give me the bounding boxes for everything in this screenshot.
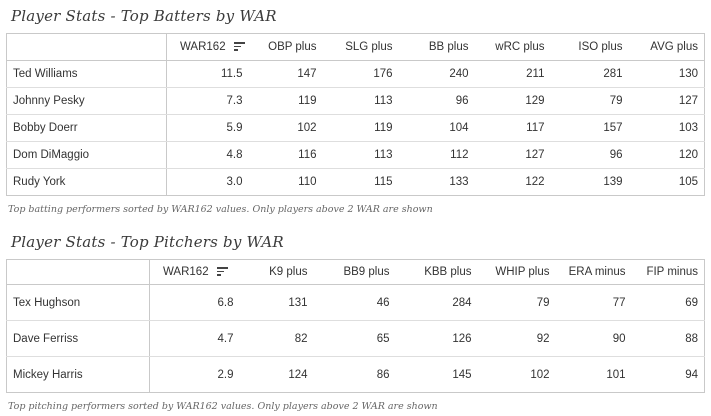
stat-cell: 113	[322, 141, 399, 169]
stat-cell: 102	[248, 114, 323, 142]
stat-cell: 101	[555, 356, 632, 393]
stat-cell: 116	[248, 141, 323, 169]
stat-cell: 94	[631, 356, 705, 393]
stat-cell: 127	[474, 141, 551, 169]
stat-cell: 240	[398, 60, 475, 88]
column-header-war162[interactable]: WAR162	[149, 259, 240, 285]
stat-cell: 139	[550, 168, 629, 196]
stat-cell: 5.9	[166, 114, 249, 142]
stat-cell: 122	[474, 168, 551, 196]
pitching-section-title: Player Stats - Top Pitchers by WAR	[11, 233, 284, 251]
column-header-k9-plus[interactable]: K9 plus	[239, 259, 314, 285]
table-row[interactable]: Mickey Harris 2.9 124 86 145 102 101 94	[6, 356, 705, 393]
stat-cell: 211	[474, 60, 551, 88]
stat-cell: 79	[550, 87, 629, 115]
batting-stats-table: WAR162 OBP plus SLG plus BB plus wRC plu…	[6, 33, 705, 196]
stat-cell: 92	[477, 320, 556, 357]
stat-cell: 86	[313, 356, 396, 393]
table-header-row: WAR162 K9 plus BB9 plus KBB plus WHIP pl…	[6, 259, 705, 285]
sort-descending-icon[interactable]	[216, 267, 228, 276]
stat-cell: 281	[550, 60, 629, 88]
column-header-iso-plus[interactable]: ISO plus	[550, 33, 629, 61]
stat-cell: 115	[322, 168, 399, 196]
stat-cell: 131	[239, 284, 314, 321]
player-name: Tex Hughson	[6, 284, 150, 321]
column-header-bb-plus[interactable]: BB plus	[398, 33, 475, 61]
column-header-whip-plus[interactable]: WHIP plus	[477, 259, 556, 285]
stat-cell: 96	[550, 141, 629, 169]
table-header-row: WAR162 OBP plus SLG plus BB plus wRC plu…	[6, 33, 705, 61]
player-name: Dave Ferriss	[6, 320, 150, 357]
stat-cell: 126	[395, 320, 478, 357]
table-row[interactable]: Ted Williams 11.5 147 176 240 211 281 13…	[6, 60, 705, 88]
pitching-table-caption: Top pitching performers sorted by WAR162…	[8, 401, 438, 412]
player-name: Bobby Doerr	[6, 114, 167, 142]
batting-table-caption: Top batting performers sorted by WAR162 …	[8, 204, 433, 215]
stat-cell: 124	[239, 356, 314, 393]
stat-cell: 113	[322, 87, 399, 115]
stat-cell: 2.9	[149, 356, 240, 393]
column-header-wrc-plus[interactable]: wRC plus	[474, 33, 551, 61]
stat-cell: 119	[322, 114, 399, 142]
stat-cell: 103	[628, 114, 705, 142]
stat-cell: 11.5	[166, 60, 249, 88]
column-header-kbb-plus[interactable]: KBB plus	[395, 259, 478, 285]
stat-cell: 4.7	[149, 320, 240, 357]
stat-cell: 65	[313, 320, 396, 357]
stat-cell: 79	[477, 284, 556, 321]
stat-cell: 145	[395, 356, 478, 393]
stat-cell: 129	[474, 87, 551, 115]
column-header-era-minus[interactable]: ERA minus	[555, 259, 632, 285]
batting-section-title: Player Stats - Top Batters by WAR	[11, 7, 277, 25]
stat-cell: 46	[313, 284, 396, 321]
table-row[interactable]: Dave Ferriss 4.7 82 65 126 92 90 88	[6, 320, 705, 357]
stat-cell: 7.3	[166, 87, 249, 115]
column-header-player	[6, 33, 167, 61]
player-name: Rudy York	[6, 168, 167, 196]
table-row[interactable]: Dom DiMaggio 4.8 116 113 112 127 96 120	[6, 141, 705, 169]
column-header-player	[6, 259, 150, 285]
table-row[interactable]: Rudy York 3.0 110 115 133 122 139 105	[6, 168, 705, 196]
stat-cell: 88	[631, 320, 705, 357]
stat-cell: 102	[477, 356, 556, 393]
stat-cell: 112	[398, 141, 475, 169]
stat-cell: 105	[628, 168, 705, 196]
column-header-bb9-plus[interactable]: BB9 plus	[313, 259, 396, 285]
stat-cell: 69	[631, 284, 705, 321]
table-row[interactable]: Tex Hughson 6.8 131 46 284 79 77 69	[6, 284, 705, 321]
stat-cell: 110	[248, 168, 323, 196]
stat-cell: 176	[322, 60, 399, 88]
player-name: Ted Williams	[6, 60, 167, 88]
stat-cell: 119	[248, 87, 323, 115]
stat-cell: 82	[239, 320, 314, 357]
column-header-obp-plus[interactable]: OBP plus	[248, 33, 323, 61]
sort-descending-icon[interactable]	[233, 42, 245, 51]
column-header-fip-minus[interactable]: FIP minus	[631, 259, 705, 285]
table-row[interactable]: Johnny Pesky 7.3 119 113 96 129 79 127	[6, 87, 705, 115]
stat-cell: 96	[398, 87, 475, 115]
stat-cell: 133	[398, 168, 475, 196]
column-header-war162[interactable]: WAR162	[166, 33, 249, 61]
stat-cell: 127	[628, 87, 705, 115]
stat-cell: 104	[398, 114, 475, 142]
stat-cell: 284	[395, 284, 478, 321]
stat-cell: 77	[555, 284, 632, 321]
player-name: Johnny Pesky	[6, 87, 167, 115]
stat-cell: 4.8	[166, 141, 249, 169]
stat-cell: 3.0	[166, 168, 249, 196]
player-name: Dom DiMaggio	[6, 141, 167, 169]
stat-cell: 117	[474, 114, 551, 142]
stat-cell: 147	[248, 60, 323, 88]
column-header-avg-plus[interactable]: AVG plus	[628, 33, 705, 61]
player-name: Mickey Harris	[6, 356, 150, 393]
stat-cell: 6.8	[149, 284, 240, 321]
column-header-slg-plus[interactable]: SLG plus	[322, 33, 399, 61]
pitching-stats-table: WAR162 K9 plus BB9 plus KBB plus WHIP pl…	[6, 259, 705, 393]
stat-cell: 157	[550, 114, 629, 142]
table-row[interactable]: Bobby Doerr 5.9 102 119 104 117 157 103	[6, 114, 705, 142]
stat-cell: 120	[628, 141, 705, 169]
stat-cell: 130	[628, 60, 705, 88]
stat-cell: 90	[555, 320, 632, 357]
